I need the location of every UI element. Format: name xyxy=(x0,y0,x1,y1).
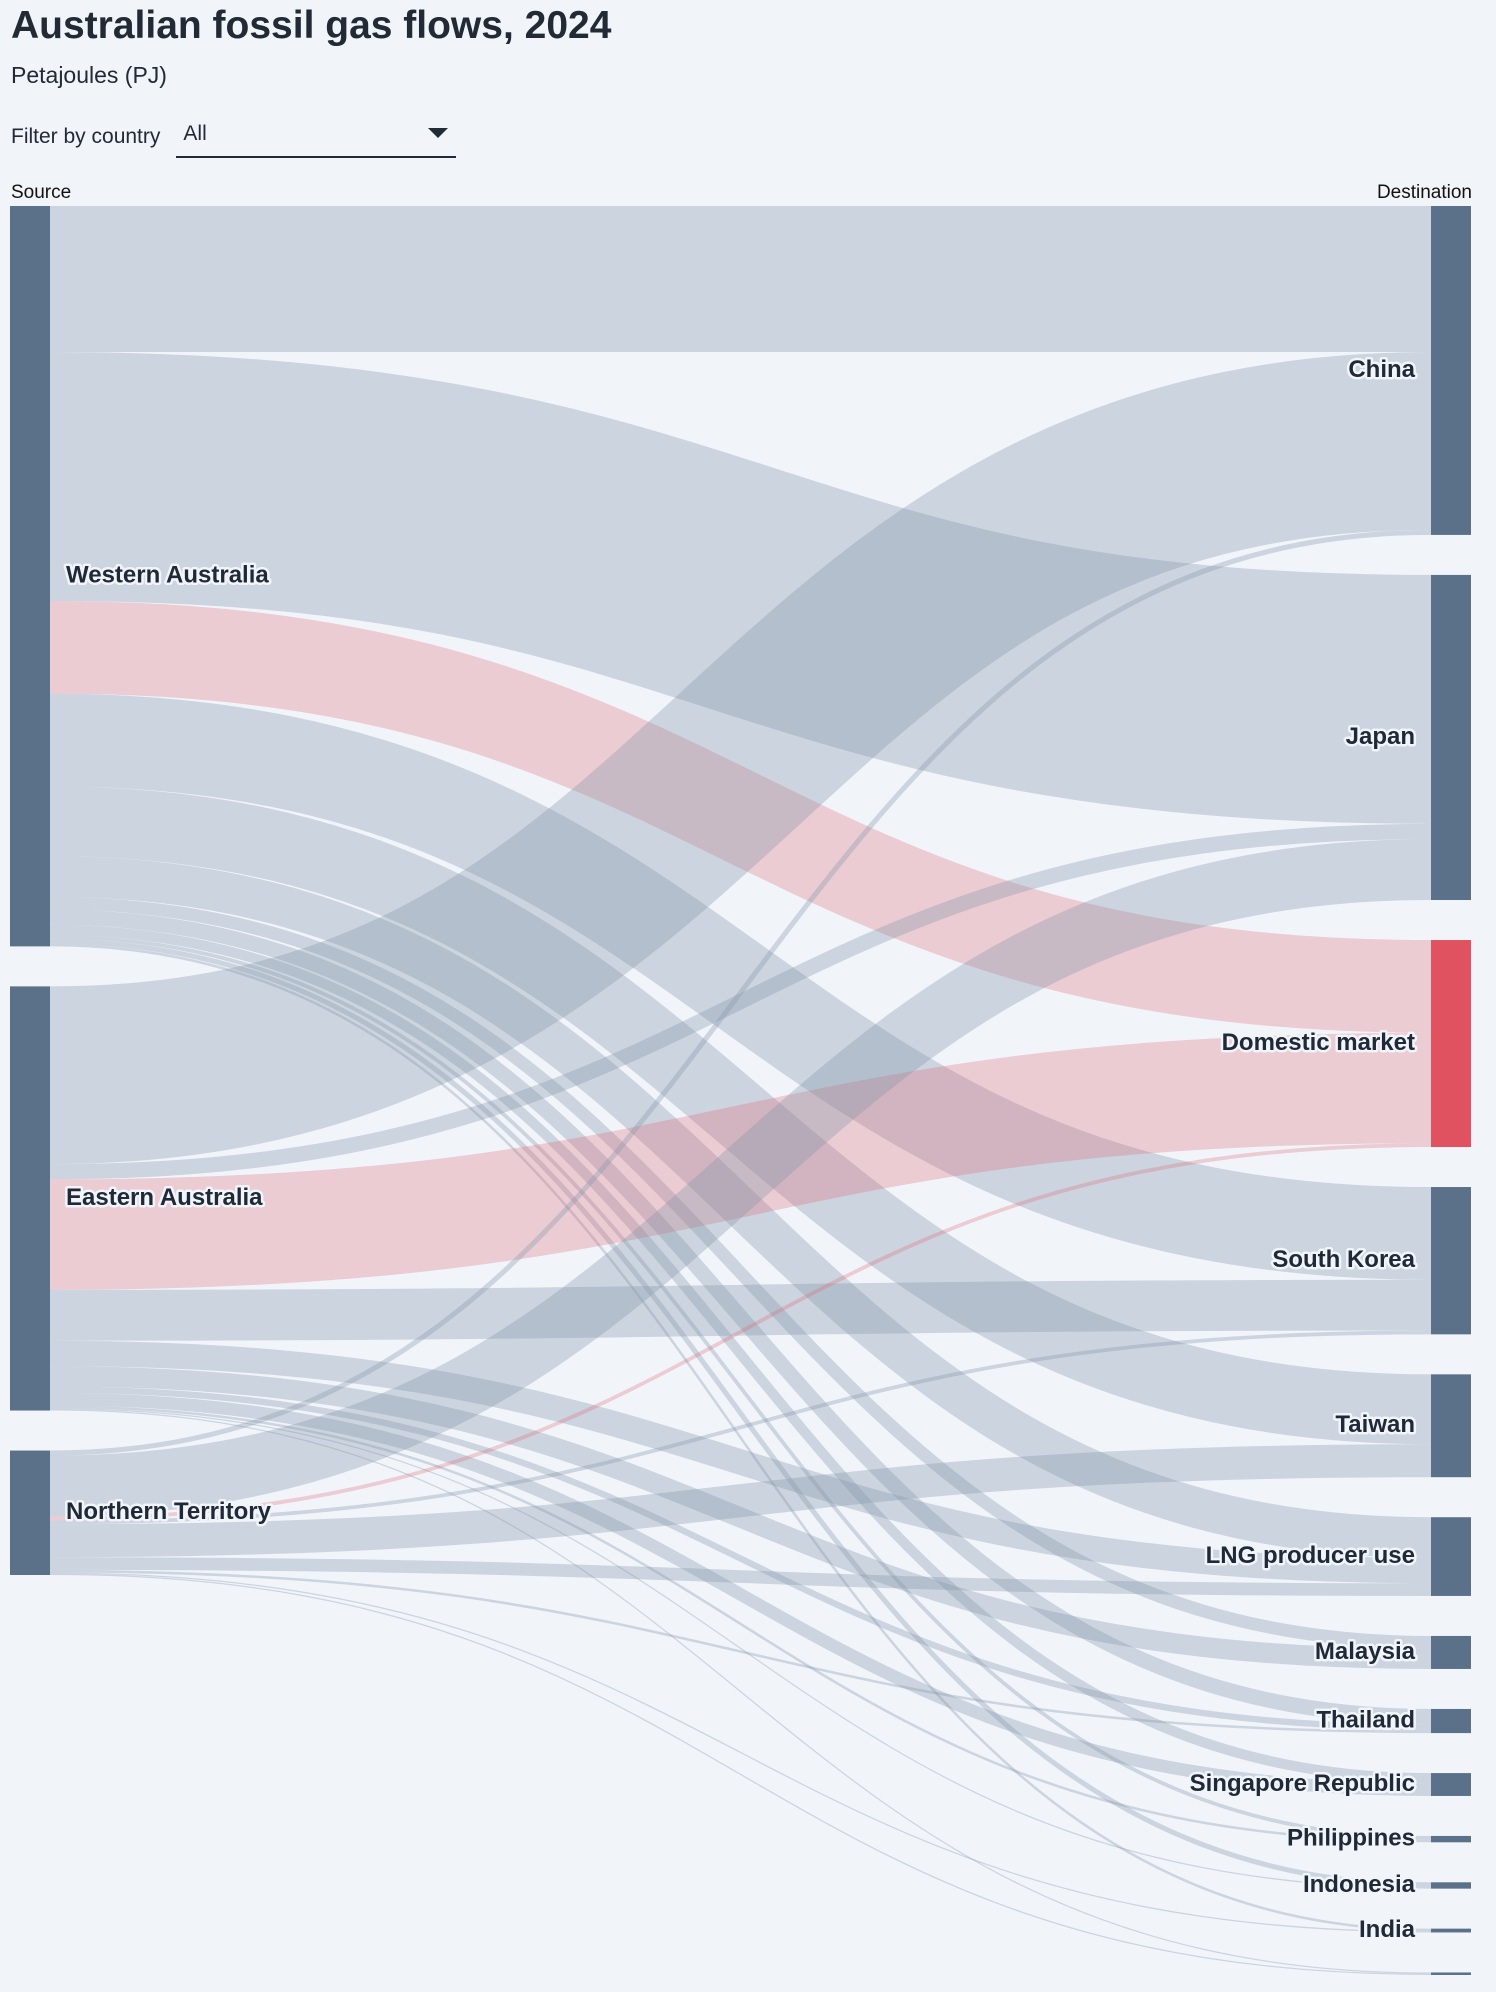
country-filter: Filter by country All xyxy=(11,116,457,158)
destination-node[interactable] xyxy=(1431,1708,1471,1734)
destination-label: Indonesia xyxy=(1303,1871,1416,1898)
destination-node[interactable] xyxy=(1431,206,1471,535)
flow-link[interactable] xyxy=(49,1409,1432,1974)
flow-link[interactable] xyxy=(49,934,1432,1840)
flow-link[interactable] xyxy=(49,1392,1432,1796)
destination-label: LNG producer use xyxy=(1206,1542,1415,1569)
flow-link[interactable] xyxy=(49,1444,1432,1558)
flow-link[interactable] xyxy=(49,1330,1432,1525)
flow-link[interactable] xyxy=(49,1573,1432,1975)
flow-link[interactable] xyxy=(49,856,1432,1558)
destination-node[interactable] xyxy=(1431,1773,1471,1796)
flow-link[interactable] xyxy=(49,352,1432,824)
source-heading: Source xyxy=(11,182,72,203)
flow-link[interactable] xyxy=(49,1340,1432,1584)
chart-title: Australian fossil gas flows, 2024 xyxy=(11,4,612,47)
destination-node[interactable] xyxy=(1431,1882,1471,1889)
flow-link[interactable] xyxy=(49,924,1432,1784)
destination-node[interactable] xyxy=(1431,574,1471,901)
flow-link[interactable] xyxy=(49,943,1432,1932)
flow-link[interactable] xyxy=(49,786,1432,1445)
caret-down-icon xyxy=(428,128,449,138)
destination-label: China xyxy=(1348,356,1415,383)
filter-label: Filter by country xyxy=(11,125,161,148)
destination-node[interactable] xyxy=(1431,1635,1471,1669)
destination-label: Japan xyxy=(1346,723,1415,750)
flow-link[interactable] xyxy=(49,938,1432,1888)
destination-label: Taiwan xyxy=(1335,1411,1415,1438)
flow-link[interactable] xyxy=(49,1557,1432,1596)
country-select-value: All xyxy=(183,122,207,145)
destination-node[interactable] xyxy=(1431,1972,1471,1975)
source-node[interactable] xyxy=(10,1450,50,1575)
flow-link[interactable] xyxy=(49,1405,1432,1843)
flow-link[interactable] xyxy=(49,823,1432,1180)
destination-label: South Korea xyxy=(1272,1246,1415,1273)
flow-link[interactable] xyxy=(49,352,1432,1165)
destination-node[interactable] xyxy=(1431,1187,1471,1335)
destination-node[interactable] xyxy=(1431,1835,1471,1843)
destination-node[interactable] xyxy=(1431,1374,1471,1478)
flow-link[interactable] xyxy=(49,600,1432,1033)
flow-link[interactable] xyxy=(49,1572,1432,1933)
flow-link[interactable] xyxy=(49,896,1432,1649)
flow-link[interactable] xyxy=(49,1279,1432,1341)
source-node[interactable] xyxy=(10,986,50,1411)
source-label: Northern Territory xyxy=(66,1498,272,1525)
flow-link[interactable] xyxy=(49,1143,1432,1521)
flow-link[interactable] xyxy=(49,1386,1432,1731)
flow-link[interactable] xyxy=(49,1366,1432,1669)
country-select[interactable]: All xyxy=(176,116,457,158)
destination-node[interactable] xyxy=(1431,940,1471,1148)
flow-link[interactable] xyxy=(49,1569,1432,1734)
chart-subtitle: Petajoules (PJ) xyxy=(11,62,167,88)
destination-label: India xyxy=(1359,1916,1416,1943)
destination-label: Singapore Republic xyxy=(1190,1770,1415,1797)
destination-node[interactable] xyxy=(1431,1517,1471,1596)
destination-node[interactable] xyxy=(1431,1928,1471,1933)
destination-label: Domestic market xyxy=(1222,1029,1415,1056)
flow-link[interactable] xyxy=(49,1408,1432,1889)
flow-link[interactable] xyxy=(49,693,1432,1280)
destination-label: Thailand xyxy=(1316,1706,1415,1733)
destination-heading: Destination xyxy=(1376,182,1472,203)
source-node[interactable] xyxy=(10,206,50,947)
source-label: Western Australia xyxy=(66,562,269,589)
flow-link[interactable] xyxy=(49,909,1432,1725)
source-label: Eastern Australia xyxy=(66,1184,263,1211)
flow-link[interactable] xyxy=(49,1032,1432,1290)
destination-label: Malaysia xyxy=(1315,1638,1416,1665)
destination-label: Philippines xyxy=(1287,1824,1415,1851)
flow-link[interactable] xyxy=(49,529,1432,1456)
flow-link[interactable] xyxy=(49,839,1432,1517)
